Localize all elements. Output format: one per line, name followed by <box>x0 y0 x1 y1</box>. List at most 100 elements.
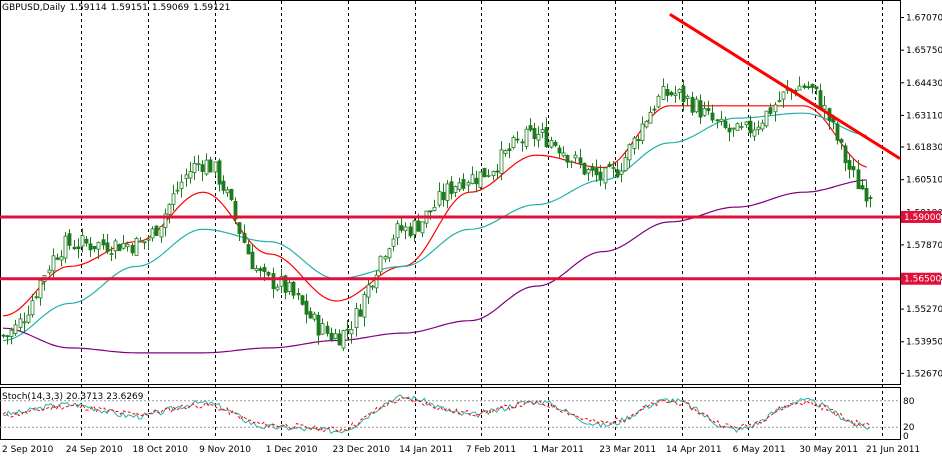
time-tick-label: 18 Oct 2010 <box>132 445 188 455</box>
candle-body <box>764 110 769 127</box>
stoch-tick-label: 0 <box>903 432 909 442</box>
candle-body <box>30 300 35 316</box>
candle-body <box>188 171 193 179</box>
candle-body <box>814 86 819 90</box>
level-price-tag-label: 1.59000 <box>904 213 941 223</box>
candle-body <box>362 294 367 318</box>
candle-body <box>254 268 259 271</box>
candle-body <box>565 155 570 163</box>
candle-body <box>582 162 587 175</box>
candle-body <box>623 156 628 172</box>
candle-body <box>366 284 371 298</box>
candle-body <box>92 245 97 250</box>
candle-body <box>403 226 408 232</box>
trendline <box>669 13 901 160</box>
candle-body <box>167 203 172 215</box>
candle-body <box>374 274 379 289</box>
candle-body <box>781 91 786 100</box>
candle-body <box>619 170 624 175</box>
candle-body <box>685 95 690 99</box>
candle-body <box>739 126 744 128</box>
candle-body <box>312 313 317 320</box>
stoch-axis: 80 200 <box>903 397 915 442</box>
candle-body <box>478 171 483 188</box>
candle-body <box>540 129 545 133</box>
candle-body <box>399 225 404 231</box>
candle-body <box>578 157 583 164</box>
candle-body <box>868 197 873 199</box>
candle-body <box>196 163 201 166</box>
candle-body <box>432 206 437 211</box>
candle-body <box>38 279 43 299</box>
candle-body <box>590 166 595 171</box>
candle-body <box>515 138 520 141</box>
price-tags: 1.59000 1.56500 <box>901 210 941 285</box>
stoch-main-line <box>2 394 871 435</box>
candle-body <box>271 273 276 290</box>
candle-body <box>806 86 811 89</box>
price-axis: 1.67070 1.65750 1.64430 1.63110 1.61830 1.605… <box>900 14 942 379</box>
candle-body <box>395 223 400 239</box>
candle-body <box>109 253 114 255</box>
candle-body <box>258 268 263 272</box>
candle-body <box>192 162 197 173</box>
candle-body <box>130 244 135 254</box>
candle-body <box>171 193 176 205</box>
candle-body <box>18 318 23 328</box>
candle-body <box>557 147 562 154</box>
candle-body <box>453 186 458 193</box>
candle-body <box>279 276 284 287</box>
price-tick-label: 1.61830 <box>906 143 942 153</box>
candle-body <box>5 335 10 338</box>
open-value: 1.59114 <box>69 3 107 13</box>
candle-body <box>142 241 147 244</box>
candle-body <box>383 256 388 260</box>
candle-body <box>802 85 807 89</box>
candle-body <box>797 85 802 91</box>
candle-body <box>242 232 247 243</box>
chart-header: GBPUSD,Daily 1.59114 1.59151 1.59069 1.59121 <box>2 3 234 13</box>
candle-body <box>200 164 205 172</box>
candle-body <box>275 286 280 291</box>
candle-body <box>681 85 686 103</box>
price-tick-label: 1.57870 <box>906 241 942 251</box>
candles <box>1 76 873 352</box>
candle-body <box>412 220 417 235</box>
candle-body <box>84 238 89 244</box>
moving-average-line-3 <box>2 179 867 354</box>
stoch-tick-label: 20 <box>903 423 915 433</box>
time-tick-label: 1 Dec 2010 <box>266 445 318 455</box>
candle-body <box>237 222 242 235</box>
candle-body <box>843 145 848 164</box>
candle-body <box>822 104 827 110</box>
candle-body <box>486 174 491 177</box>
candle-body <box>316 314 321 336</box>
candle-body <box>457 182 462 190</box>
candle-body <box>204 159 209 175</box>
candle-body <box>63 235 68 259</box>
candle-body <box>839 139 844 143</box>
candle-body <box>511 137 516 149</box>
price-tick-label: 1.55270 <box>906 305 942 315</box>
candle-body <box>569 160 574 163</box>
candle-body <box>101 239 106 246</box>
candle-body <box>441 192 446 201</box>
candle-body <box>607 163 612 168</box>
candle-body <box>491 171 496 176</box>
candle-body <box>345 328 350 331</box>
candle-body <box>690 97 695 113</box>
candle-body <box>391 238 396 247</box>
candle-body <box>13 324 18 334</box>
candle-body <box>723 120 728 128</box>
candle-body <box>329 332 334 341</box>
candle-body <box>76 246 81 250</box>
candle-body <box>262 266 267 273</box>
candle-body <box>847 159 852 170</box>
time-tick-label: 21 Jun 2011 <box>866 445 920 455</box>
level-price-tag <box>901 272 941 285</box>
candle-body <box>603 167 608 184</box>
grid-lines <box>81 1 883 440</box>
time-tick-label: 14 Apr 2011 <box>666 445 722 455</box>
candle-body <box>184 174 189 179</box>
candle-body <box>752 129 757 137</box>
